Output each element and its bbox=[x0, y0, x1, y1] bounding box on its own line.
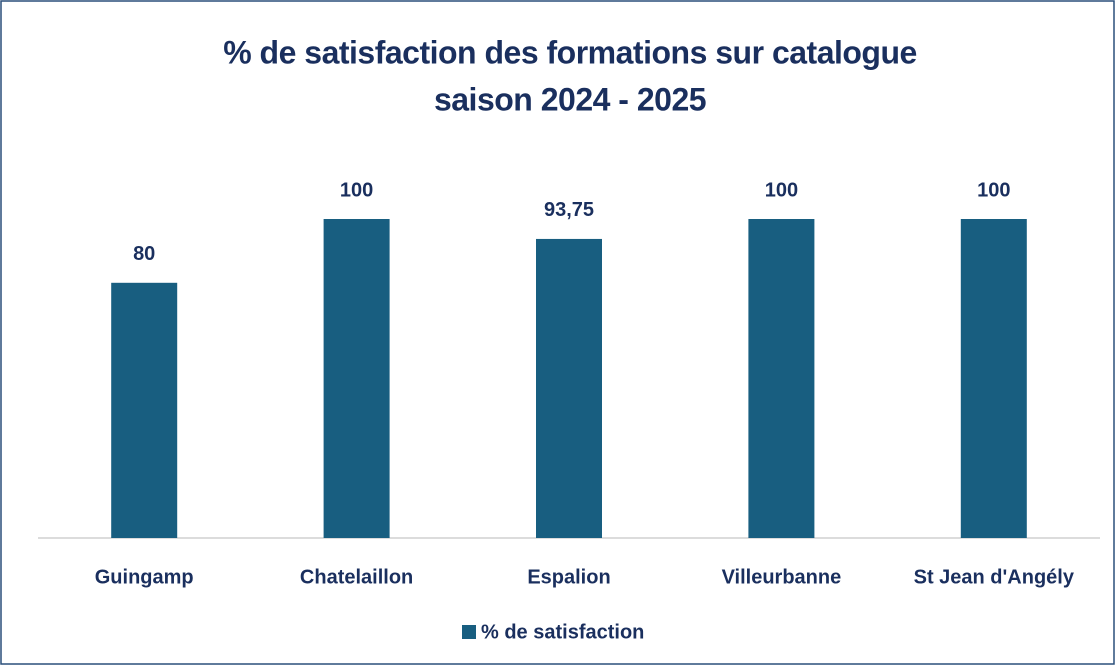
bar bbox=[111, 282, 178, 538]
x-tick-label: Espalion bbox=[527, 566, 610, 588]
x-tick-label: St Jean d'Angély bbox=[914, 566, 1075, 588]
x-tick-label: Chatelaillon bbox=[300, 566, 413, 588]
bar bbox=[748, 219, 815, 538]
data-label: 100 bbox=[977, 179, 1010, 201]
legend-label: % de satisfaction bbox=[481, 621, 644, 643]
bar bbox=[536, 238, 602, 538]
chart-title: % de satisfaction des formations sur cat… bbox=[223, 34, 917, 70]
bar bbox=[960, 219, 1027, 538]
x-tick-label: Guingamp bbox=[95, 566, 194, 588]
data-label: 100 bbox=[340, 179, 373, 201]
chart-title: saison 2024 - 2025 bbox=[434, 81, 706, 117]
x-tick-label: Villeurbanne bbox=[722, 566, 842, 588]
legend-swatch bbox=[462, 625, 476, 639]
bar bbox=[323, 219, 390, 538]
data-label: 93,75 bbox=[544, 199, 594, 221]
data-label: 100 bbox=[765, 179, 798, 201]
data-label: 80 bbox=[133, 243, 155, 265]
